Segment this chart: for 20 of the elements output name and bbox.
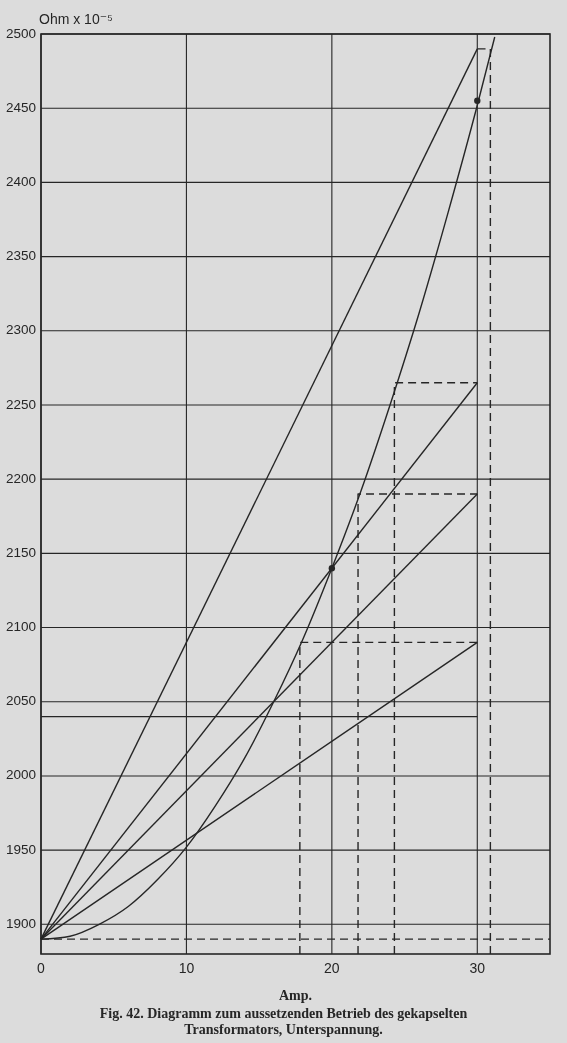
y-tick-label: 1900 (5, 915, 36, 931)
x-tick-label: 0 (37, 960, 46, 976)
y-tick-label: 2050 (5, 693, 36, 709)
y-tick-label: 2100 (5, 619, 36, 635)
y-tick-label: 2150 (5, 544, 36, 560)
y-tick-label: 2300 (5, 322, 36, 338)
y-tick-label: 2400 (5, 173, 36, 189)
y-tick-label: 2350 (5, 248, 36, 264)
x-tick-label: 30 (469, 960, 486, 976)
y-tick-label: 2500 (5, 25, 36, 41)
y-tick-label: 2000 (5, 767, 36, 783)
y-tick-label: 2250 (5, 396, 36, 412)
x-axis-title: Amp. (278, 988, 313, 1003)
x-tick-label: 20 (324, 960, 340, 976)
y-tick-label: 1950 (5, 841, 36, 857)
x-tick-label: 10 (178, 960, 195, 976)
caption: Fig. 42. Diagramm zum aussetzenden Betrieb des gekapselten Transformators, Unterspannung. (99, 1006, 468, 1037)
y-tick-label: 2200 (5, 470, 36, 486)
y-tick-label: 2450 (5, 99, 36, 115)
y-axis-title: Ohm x 10⁻⁵ (39, 11, 113, 27)
